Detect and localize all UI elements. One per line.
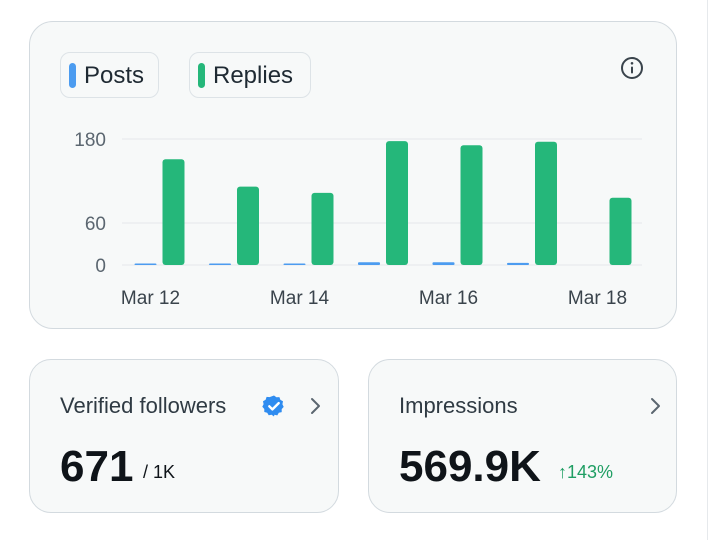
x-tick-label: Mar 16: [419, 288, 478, 309]
replies-bar: [535, 141, 557, 265]
legend-replies-label: Replies: [213, 62, 294, 89]
arrow-up-icon: ↑: [558, 462, 567, 482]
verified-followers-card[interactable]: Verified followers 671 / 1K: [29, 359, 339, 513]
y-tick-label: 180: [74, 130, 106, 151]
verified-followers-goal: / 1K: [143, 462, 176, 482]
legend-replies-toggle[interactable]: Replies: [189, 52, 311, 98]
impressions-card[interactable]: Impressions 569.9K ↑143%: [368, 359, 677, 513]
impressions-title: Impressions: [399, 393, 518, 418]
legend-posts-toggle[interactable]: Posts: [60, 52, 159, 98]
chevron-right-icon: [648, 394, 664, 418]
posts-bar: [507, 262, 529, 265]
posts-bar: [134, 263, 157, 265]
verified-followers-title: Verified followers: [60, 393, 227, 418]
info-icon[interactable]: [620, 56, 644, 80]
verified-badge-icon: [262, 394, 286, 418]
posts-bar: [283, 263, 306, 265]
impressions-value: 569.9K: [399, 442, 541, 491]
legend-posts-label: Posts: [84, 62, 145, 89]
posts-swatch: [69, 63, 76, 88]
replies-bar: [237, 186, 259, 265]
posts-bar: [209, 263, 231, 265]
x-tick-label: Mar 14: [270, 288, 330, 309]
replies-bar: [460, 145, 483, 265]
activity-chart-card: Posts Replies 0 60 180 Mar 12 Mar 14 Mar 16 Ma…: [29, 21, 677, 329]
replies-bar: [162, 159, 185, 265]
replies-bar: [386, 141, 408, 265]
replies-bar: [609, 197, 632, 265]
replies-swatch: [198, 63, 205, 88]
bar-chart: 0 60 180 Mar 12 Mar 14 Mar 16 Mar 18: [74, 130, 642, 309]
x-tick-label: Mar 12: [121, 288, 180, 309]
x-tick-label: Mar 18: [568, 288, 627, 309]
y-tick-label: 60: [85, 214, 106, 235]
verified-followers-value: 671: [60, 442, 134, 491]
chevron-right-icon: [308, 394, 324, 418]
y-tick-label: 0: [95, 256, 106, 277]
impressions-change-value: 143%: [567, 462, 614, 482]
posts-bar: [432, 262, 455, 265]
impressions-change: ↑143%: [558, 461, 613, 483]
panel-border: [707, 0, 708, 540]
posts-bar: [358, 262, 380, 265]
replies-bar: [311, 192, 334, 265]
